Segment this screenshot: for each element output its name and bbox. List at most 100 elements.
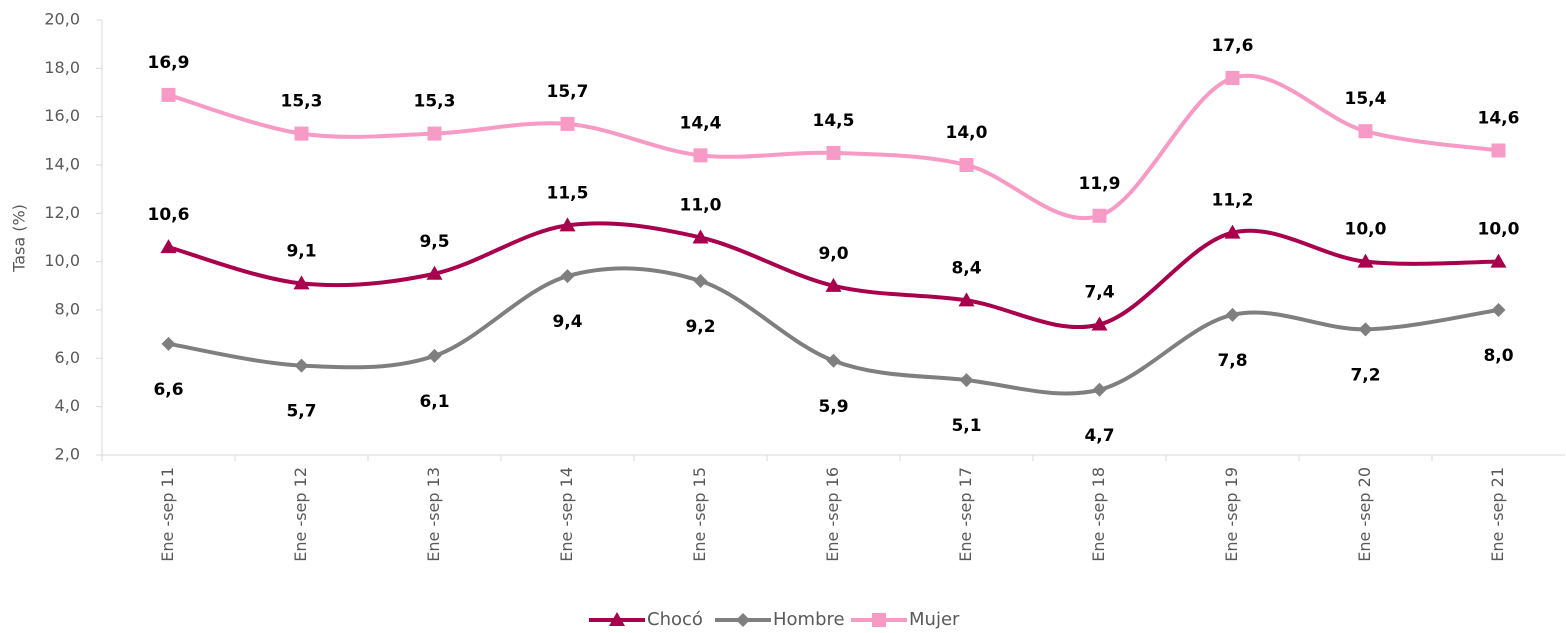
y-tick-label: 10,0	[44, 251, 80, 270]
data-point	[293, 275, 310, 290]
x-tick-label: Ene -sep 14	[557, 467, 576, 562]
data-label: 11,5	[547, 183, 589, 203]
data-label: 11,2	[1212, 191, 1254, 211]
x-tick-label: Ene -sep 12	[291, 467, 310, 562]
data-point	[1358, 322, 1373, 337]
data-point	[1225, 71, 1240, 85]
data-point	[826, 145, 841, 160]
data-label: 8,4	[951, 258, 981, 278]
data-point	[427, 126, 442, 141]
data-point	[1091, 316, 1108, 331]
data-point	[1490, 253, 1507, 268]
data-label: 14,4	[680, 113, 722, 133]
data-label: 4,7	[1084, 426, 1114, 446]
legend-marker	[872, 613, 886, 627]
data-point	[1092, 208, 1107, 223]
data-label: 9,1	[286, 241, 316, 261]
data-label: 7,4	[1084, 283, 1114, 303]
x-tick-label: Ene -sep 11	[158, 467, 177, 562]
legend-item: Chocó	[589, 609, 703, 630]
data-point	[1491, 143, 1506, 158]
legend-label: Hombre	[773, 609, 845, 630]
legend-label: Chocó	[647, 609, 703, 630]
data-label: 9,0	[818, 244, 848, 264]
data-point	[693, 148, 708, 163]
data-point	[161, 87, 176, 102]
legend-marker	[609, 612, 625, 626]
x-tick-label: Ene -sep 18	[1089, 467, 1108, 562]
data-point	[294, 126, 309, 141]
data-label: 10,0	[1345, 220, 1387, 240]
series-line	[167, 221, 1499, 330]
x-tick-label: Ene -sep 17	[956, 467, 975, 562]
y-tick-label: 14,0	[44, 155, 80, 174]
y-tick-label: 16,0	[44, 106, 80, 125]
data-point	[161, 336, 176, 351]
data-point	[560, 269, 575, 284]
data-point	[160, 239, 177, 254]
data-label: 5,1	[951, 416, 981, 436]
data-point	[427, 348, 442, 363]
series-line	[167, 73, 1499, 220]
data-label: 14,5	[813, 111, 855, 131]
data-point	[959, 158, 974, 172]
x-tick-label: Ene -sep 15	[690, 467, 709, 562]
x-tick-label: Ene -sep 16	[823, 467, 842, 562]
data-label: 15,7	[547, 82, 589, 102]
legend-item: Hombre	[715, 609, 845, 630]
data-label: 5,7	[286, 402, 316, 422]
data-point	[559, 217, 576, 232]
data-label: 9,4	[552, 312, 582, 332]
data-label: 9,5	[419, 232, 449, 252]
data-point	[1358, 124, 1373, 139]
data-label: 9,2	[685, 317, 715, 337]
data-label: 11,9	[1079, 174, 1121, 194]
y-tick-label: 4,0	[55, 396, 80, 415]
data-label: 8,0	[1483, 346, 1513, 366]
y-tick-label: 2,0	[55, 445, 80, 464]
data-point	[1092, 382, 1107, 397]
data-label: 15,3	[414, 92, 456, 112]
data-point	[693, 274, 708, 288]
data-label: 16,9	[148, 53, 190, 73]
data-point	[560, 116, 575, 131]
y-tick-label: 6,0	[55, 348, 80, 367]
data-point	[1357, 253, 1374, 268]
data-label: 10,0	[1478, 220, 1520, 240]
data-label: 5,9	[818, 397, 848, 417]
data-label: 15,4	[1345, 89, 1387, 109]
x-tick-label: Ene -sep 19	[1222, 467, 1241, 562]
data-label: 14,0	[946, 123, 988, 143]
data-point	[825, 277, 842, 292]
data-point	[958, 292, 975, 307]
y-axis-label: Tasa (%)	[10, 204, 29, 273]
data-label: 6,6	[153, 380, 183, 400]
y-tick-label: 12,0	[44, 203, 80, 222]
y-tick-label: 8,0	[55, 300, 80, 319]
data-point	[294, 358, 309, 373]
data-label: 10,6	[148, 205, 190, 225]
data-point	[1491, 303, 1506, 317]
legend-item: Mujer	[851, 609, 960, 630]
data-label: 15,3	[281, 92, 323, 112]
data-label: 11,0	[680, 196, 722, 216]
data-label: 7,2	[1350, 365, 1380, 385]
data-label: 6,1	[419, 392, 449, 412]
data-point	[959, 373, 974, 388]
data-point	[1225, 307, 1240, 322]
x-tick-label: Ene -sep 20	[1355, 467, 1374, 562]
x-tick-label: Ene -sep 21	[1488, 467, 1507, 562]
data-point	[826, 353, 841, 368]
data-label: 17,6	[1212, 36, 1254, 56]
x-tick-label: Ene -sep 13	[424, 467, 443, 562]
data-label: 7,8	[1217, 351, 1247, 371]
data-label: 14,6	[1478, 109, 1520, 129]
y-tick-label: 18,0	[44, 58, 80, 77]
data-point	[1224, 224, 1241, 239]
legend-label: Mujer	[909, 609, 960, 630]
y-tick-label: 20,0	[44, 10, 80, 29]
legend-marker	[736, 613, 750, 627]
data-point	[426, 265, 443, 280]
data-point	[692, 229, 709, 244]
